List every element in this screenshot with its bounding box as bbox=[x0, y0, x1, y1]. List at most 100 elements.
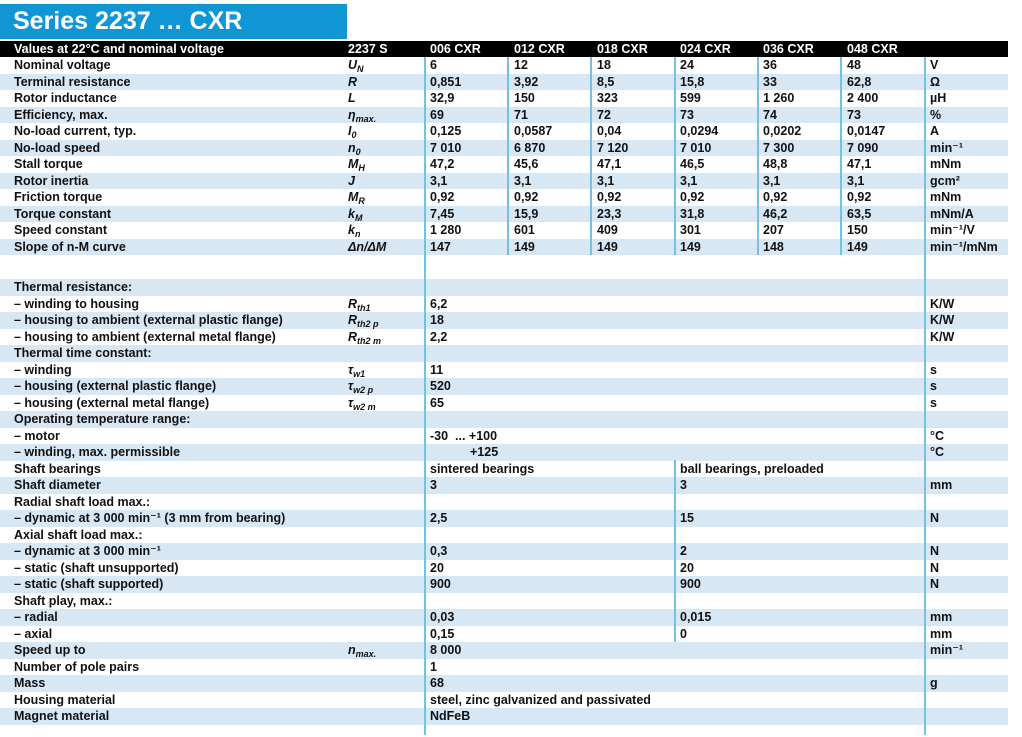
row-label: – winding, max. permissible bbox=[14, 445, 181, 459]
spec-row: Mass 68 g bbox=[0, 675, 1008, 692]
row-value: 150 bbox=[847, 223, 868, 237]
row-symbol: MR bbox=[348, 190, 365, 206]
spec-row: Rotor inertia J 3,1 3,1 3,1 3,1 3,1 3,1 gcm² bbox=[0, 172, 1008, 189]
row-unit: mm bbox=[930, 478, 953, 492]
row-value: 47,1 bbox=[597, 157, 622, 171]
row-value: 2 bbox=[680, 544, 687, 558]
row-unit: mm bbox=[930, 610, 953, 624]
row-symbol-subscript: w2 p bbox=[353, 385, 374, 395]
row-symbol-subscript: M bbox=[354, 212, 363, 223]
row-unit: µH bbox=[930, 91, 947, 105]
row-value: 900 bbox=[430, 577, 451, 591]
row-value: 3,1 bbox=[847, 173, 865, 188]
row-symbol: I0 bbox=[348, 124, 357, 140]
spec-row: – housing (external plastic flange) τw2 p… bbox=[0, 378, 1008, 395]
grid-vline-col2 bbox=[507, 57, 509, 255]
title-bar: Series 2237 … CXR bbox=[0, 4, 347, 39]
row-value: 7 010 bbox=[680, 140, 712, 155]
row-label: – static (shaft supported) bbox=[14, 577, 164, 591]
row-label: – static (shaft unsupported) bbox=[14, 560, 179, 575]
row-value: 3,92 bbox=[514, 74, 539, 89]
row-unit: K/W bbox=[930, 296, 955, 311]
row-value: 45,6 bbox=[514, 157, 539, 171]
row-value: 0,0587 bbox=[514, 124, 553, 138]
row-value: 323 bbox=[597, 91, 618, 105]
spec-row: Nominal voltage UN 6 12 18 24 36 48 V bbox=[0, 57, 1008, 74]
row-symbol: J bbox=[348, 173, 355, 188]
spec-row: Stall torque MH 47,2 45,6 47,1 46,5 48,8 47,1 mN… bbox=[0, 156, 1008, 173]
row-value: 0,04 bbox=[597, 124, 622, 138]
row-symbol: UN bbox=[348, 58, 364, 74]
spec-row: Rotor inductance L 32,9 150 323 599 1 260 2 400… bbox=[0, 90, 1008, 107]
row-label: Efficiency, max. bbox=[14, 107, 108, 122]
row-symbol-subscript: th2 m bbox=[357, 335, 382, 346]
row-value: 0,15 bbox=[430, 626, 455, 641]
row-unit: °C bbox=[930, 428, 945, 443]
row-label: – winding bbox=[14, 362, 72, 377]
spec-row: Speed up to nmax. 8 000 min⁻¹ bbox=[0, 642, 1008, 659]
row-unit: N bbox=[930, 511, 940, 525]
row-symbol: Rth1 bbox=[348, 296, 371, 313]
row-value: 149 bbox=[847, 239, 868, 254]
row-symbol: τw2 p bbox=[348, 379, 374, 395]
row-value: 63,5 bbox=[847, 206, 872, 221]
row-value: 0,92 bbox=[763, 190, 788, 204]
row-label: Number of pole pairs bbox=[14, 659, 140, 674]
row-value: 149 bbox=[514, 239, 535, 254]
row-label: – housing (external metal flange) bbox=[14, 395, 210, 410]
row-value: -30 ... +100 bbox=[430, 428, 498, 443]
spec-row: Shaft diameter 3 3 mm bbox=[0, 477, 1008, 494]
row-value: steel, zinc galvanized and passivated bbox=[430, 692, 651, 707]
row-unit: % bbox=[930, 107, 942, 122]
row-value: 0,92 bbox=[847, 190, 872, 204]
row-label: – motor bbox=[14, 428, 60, 443]
row-value: 2 400 bbox=[847, 91, 879, 105]
row-value: 47,2 bbox=[430, 157, 455, 171]
row-unit: N bbox=[930, 577, 940, 591]
row-label: Nominal voltage bbox=[14, 58, 111, 72]
row-value: 1 bbox=[430, 659, 437, 674]
row-unit: K/W bbox=[930, 329, 955, 344]
spec-row: Shaft bearings sintered bearings ball bear… bbox=[0, 461, 1008, 478]
row-unit: N bbox=[930, 544, 940, 558]
row-value: 0,015 bbox=[680, 610, 712, 624]
row-value: 48 bbox=[847, 58, 861, 72]
row-unit: s bbox=[930, 395, 937, 410]
spec-row: – dynamic at 3 000 min⁻¹ (3 mm from bear… bbox=[0, 510, 1008, 527]
header-model-018cxr: 018 CXR bbox=[597, 42, 648, 56]
spec-row: Terminal resistance R 0,851 3,92 8,5 15,8 33 62… bbox=[0, 73, 1008, 90]
row-value: 0,92 bbox=[514, 190, 539, 204]
row-unit: s bbox=[930, 379, 937, 393]
row-value: 2,5 bbox=[430, 511, 448, 525]
row-value: 0,3 bbox=[430, 544, 448, 558]
row-label: Magnet material bbox=[14, 709, 110, 723]
row-value: 8,5 bbox=[597, 74, 615, 89]
row-label: – radial bbox=[14, 610, 58, 624]
row-symbol-subscript: H bbox=[358, 163, 365, 173]
row-value: 62,8 bbox=[847, 74, 872, 89]
row-value: 7,45 bbox=[430, 206, 455, 221]
row-value: 601 bbox=[514, 223, 535, 237]
row-unit: A bbox=[930, 124, 940, 138]
row-symbol-subscript: w2 m bbox=[353, 401, 376, 412]
row-value: 15 bbox=[680, 511, 694, 525]
row-value: 0,851 bbox=[430, 74, 462, 89]
grid-vline-col3 bbox=[590, 57, 592, 255]
row-label: Thermal resistance: bbox=[14, 280, 133, 294]
row-label: Torque constant bbox=[14, 206, 111, 221]
spacer-row bbox=[0, 255, 1008, 279]
spec-row: – housing to ambient (external plastic f… bbox=[0, 312, 1008, 329]
row-value: 73 bbox=[680, 107, 694, 122]
row-symbol: kM bbox=[348, 206, 363, 223]
row-value: 48,8 bbox=[763, 157, 788, 171]
row-value: 15,8 bbox=[680, 74, 705, 89]
row-value: 36 bbox=[763, 58, 777, 72]
row-symbol-subscript: 0 bbox=[351, 130, 357, 140]
spec-row: Housing material steel, zinc galvanized a… bbox=[0, 692, 1008, 709]
row-value: 520 bbox=[430, 379, 451, 393]
row-label: – dynamic at 3 000 min⁻¹ (3 mm from bear… bbox=[14, 511, 286, 525]
row-label: Thermal time constant: bbox=[14, 346, 152, 360]
row-value: 46,2 bbox=[763, 206, 788, 221]
row-unit: K/W bbox=[930, 313, 955, 327]
